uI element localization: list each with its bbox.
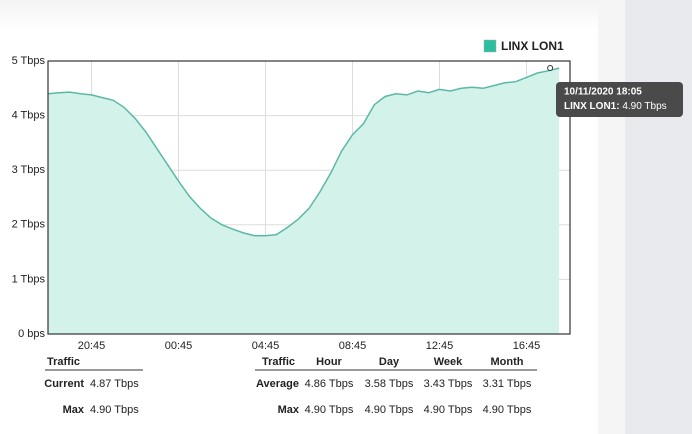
- cell: 3.58 Tbps: [365, 378, 414, 390]
- y-tick-label: 4 Tbps: [12, 110, 46, 122]
- side-panel: [625, 0, 692, 434]
- cell: 4.90 Tbps: [365, 404, 414, 416]
- row-label: Max: [63, 404, 85, 416]
- table-header: Traffic: [47, 356, 80, 368]
- legend-label: LINX LON1: [501, 39, 564, 53]
- cell: 4.90 Tbps: [424, 404, 473, 416]
- x-tick-label: 08:45: [339, 340, 367, 352]
- plot-frame: [47, 60, 571, 335]
- side-gap: [598, 0, 625, 434]
- row-label: Current: [44, 378, 84, 390]
- row-label: Max: [278, 404, 300, 416]
- x-tick-label: 04:45: [252, 340, 280, 352]
- table-header: Week: [434, 356, 463, 368]
- y-tick-label: 5 Tbps: [12, 55, 46, 67]
- y-tick-label: 0 bps: [18, 328, 45, 340]
- tooltip-box: [556, 82, 683, 117]
- chart: 0 bps 1 Tbps 2 Tbps 3 Tbps 4 Tbps 5 Tbps 20:45…: [12, 39, 683, 416]
- cell: 4.86 Tbps: [305, 378, 354, 390]
- x-tick-label: 16:45: [513, 340, 541, 352]
- row-label: Average: [256, 378, 299, 390]
- table-header: Month: [491, 356, 524, 368]
- x-tick-label: 00:45: [165, 340, 193, 352]
- cell: 3.43 Tbps: [424, 378, 473, 390]
- cell: 4.90 Tbps: [483, 404, 532, 416]
- y-tick-label: 3 Tbps: [12, 164, 46, 176]
- cell: 4.87 Tbps: [90, 378, 139, 390]
- tooltip-series: LINX LON1:: [564, 101, 620, 112]
- hover-marker: [547, 65, 554, 71]
- legend-swatch: [483, 39, 497, 53]
- tooltip-title: 10/11/2020 18:05: [564, 87, 642, 98]
- y-tick-label: 2 Tbps: [12, 219, 46, 231]
- cell: 3.31 Tbps: [483, 378, 532, 390]
- area: [48, 68, 560, 334]
- line: [47, 67, 560, 237]
- x-tick-label: 12:45: [426, 340, 454, 352]
- tooltip-label: LINX LON1: 4.90 Tbps: [564, 101, 667, 112]
- cell: 4.90 Tbps: [90, 404, 139, 416]
- header-band: [0, 0, 598, 30]
- cell: 4.90 Tbps: [305, 404, 354, 416]
- table-header: Day: [379, 356, 400, 368]
- table-header: Traffic: [262, 356, 295, 368]
- table-header: Hour: [316, 356, 342, 368]
- tooltip-value: 4.90 Tbps: [622, 101, 666, 112]
- x-tick-label: 20:45: [78, 340, 106, 352]
- y-tick-label: 1 Tbps: [12, 273, 46, 285]
